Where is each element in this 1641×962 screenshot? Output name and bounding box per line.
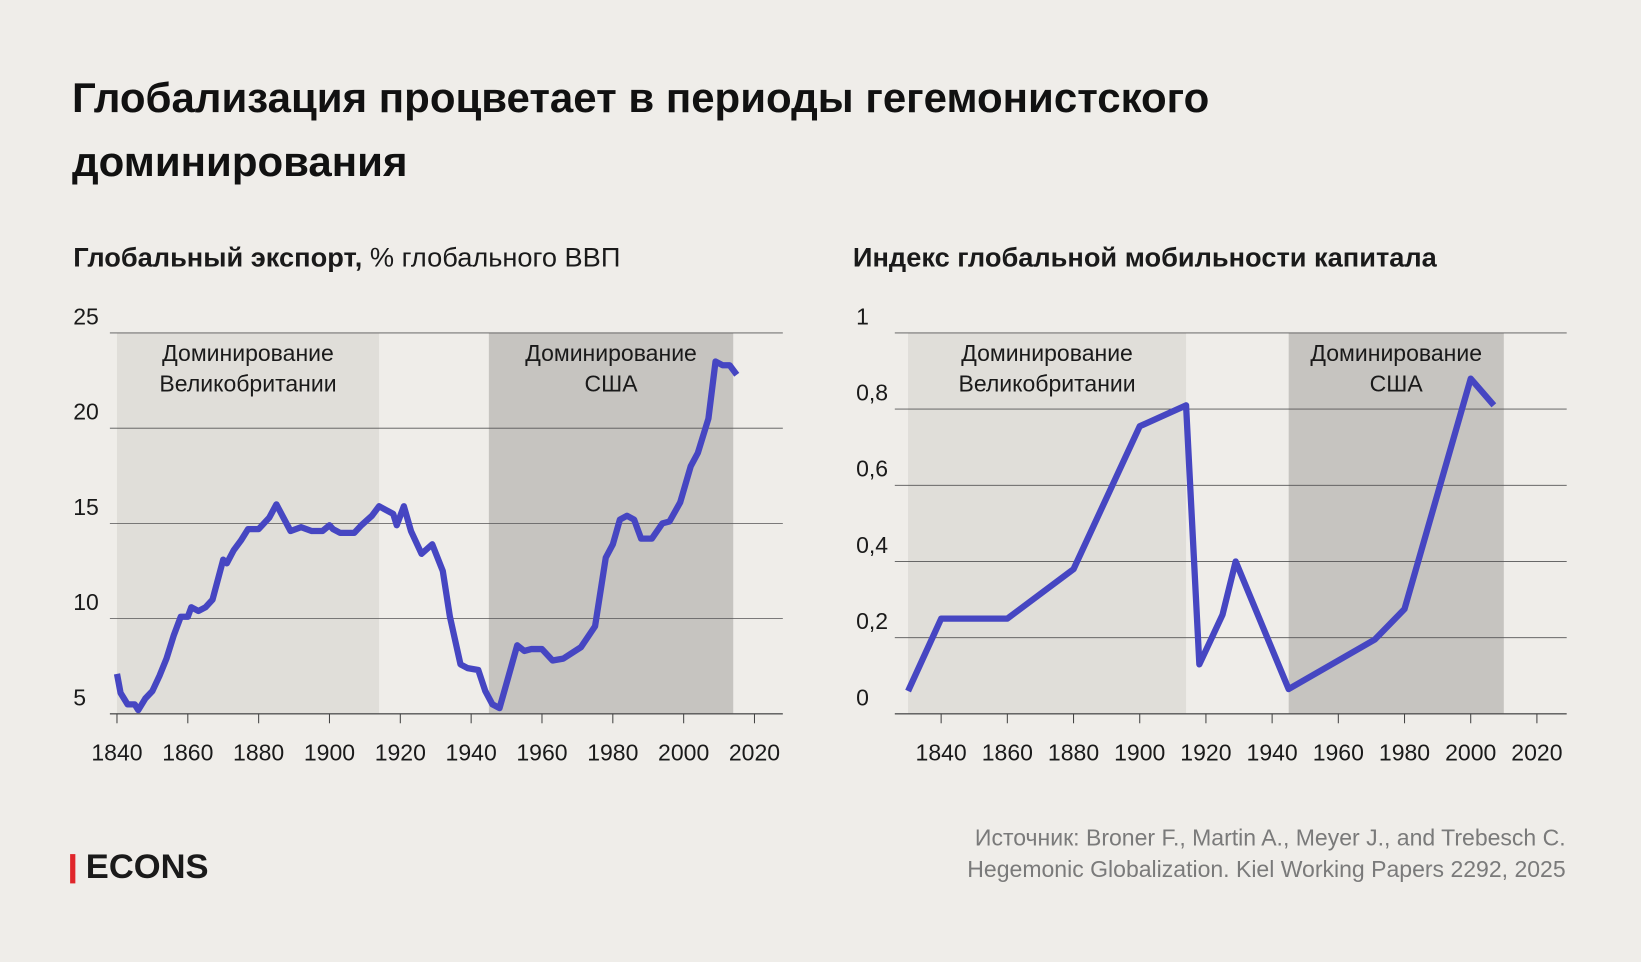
region xyxy=(908,332,1187,714)
x-tick-label: 1840 xyxy=(91,740,142,766)
chart-title-main: Глобальный экспорт, xyxy=(73,242,362,273)
y-tick-label: 0,6 xyxy=(856,456,888,482)
x-tick-label: 1960 xyxy=(516,740,567,766)
y-tick-label: 0,2 xyxy=(856,608,888,634)
y-tick-label: 0,4 xyxy=(856,532,888,558)
y-tick-label: 0,8 xyxy=(856,380,888,406)
x-tick-label: 1860 xyxy=(982,740,1033,766)
region-label: Великобритании xyxy=(159,370,336,396)
region-label: Доминирование xyxy=(1310,340,1482,366)
y-tick-label: 0 xyxy=(856,684,869,710)
region-label: Доминирование xyxy=(961,340,1133,366)
x-tick-label: 1940 xyxy=(446,740,497,766)
logo-bar xyxy=(70,854,76,884)
x-tick-label: 1900 xyxy=(304,740,355,766)
y-tick-label: 1 xyxy=(856,303,869,329)
chart-title: Индекс глобальной мобильности капитала xyxy=(853,242,1438,273)
x-tick-label: 1880 xyxy=(1048,740,1099,766)
x-tick-label: 1980 xyxy=(1379,740,1430,766)
chart-unit: % глобального ВВП xyxy=(370,242,621,273)
y-tick-label: 15 xyxy=(73,494,99,520)
chart-title: Глобальный экспорт, % глобального ВВП xyxy=(73,242,620,273)
y-tick-label: 10 xyxy=(73,589,99,615)
x-tick-label: 2020 xyxy=(1511,740,1562,766)
x-tick-label: 1920 xyxy=(1180,740,1231,766)
x-tick-label: 1900 xyxy=(1114,740,1165,766)
region-label: США xyxy=(1370,370,1424,396)
x-tick-label: 1840 xyxy=(916,740,967,766)
data-line xyxy=(113,358,740,714)
x-tick-label: 2000 xyxy=(658,740,709,766)
logo: ECONS xyxy=(86,848,209,886)
x-tick-label: 1860 xyxy=(162,740,213,766)
x-tick-label: 1980 xyxy=(587,740,638,766)
source: Источник: Broner F., Martin A., Meyer J.… xyxy=(975,825,1566,851)
region-label: Доминирование xyxy=(525,340,697,366)
region-label: США xyxy=(585,370,639,396)
region-label: Доминирование xyxy=(162,340,334,366)
y-tick-label: 25 xyxy=(73,303,99,329)
y-tick-label: 20 xyxy=(73,399,99,425)
data-line xyxy=(905,375,1497,693)
x-tick-label: 1920 xyxy=(375,740,426,766)
x-tick-label: 1880 xyxy=(233,740,284,766)
y-tick-label: 5 xyxy=(73,684,86,710)
chart-title-main: Индекс глобальной мобильности капитала xyxy=(853,242,1438,273)
x-tick-label: 1960 xyxy=(1313,740,1364,766)
x-tick-label: 2000 xyxy=(1445,740,1496,766)
region-label: Великобритании xyxy=(958,370,1135,396)
x-tick-label: 1940 xyxy=(1247,740,1298,766)
x-tick-label: 2020 xyxy=(729,740,780,766)
source: Hegemonic Globalization. Kiel Working Pa… xyxy=(967,856,1565,882)
page-title: Глобализация процветает в периоды гегемо… xyxy=(72,74,1210,185)
